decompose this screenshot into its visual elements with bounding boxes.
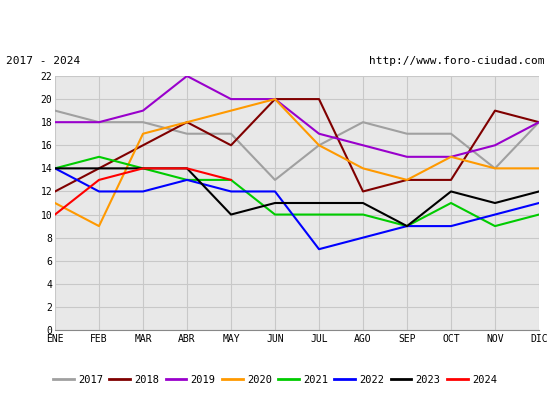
Text: 2017 - 2024: 2017 - 2024	[6, 56, 80, 66]
Text: FEB: FEB	[90, 334, 108, 344]
Text: AGO: AGO	[354, 334, 372, 344]
Text: MAY: MAY	[222, 334, 240, 344]
Text: NOV: NOV	[486, 334, 504, 344]
Text: SEP: SEP	[398, 334, 416, 344]
Text: ENE: ENE	[46, 334, 64, 344]
Text: http://www.foro-ciudad.com: http://www.foro-ciudad.com	[369, 56, 544, 66]
Text: ABR: ABR	[178, 334, 196, 344]
Text: Evolucion del paro registrado en Pozoantiguo: Evolucion del paro registrado en Pozoant…	[82, 16, 468, 30]
Legend: 2017, 2018, 2019, 2020, 2021, 2022, 2023, 2024: 2017, 2018, 2019, 2020, 2021, 2022, 2023…	[49, 371, 501, 389]
Text: DIC: DIC	[530, 334, 548, 344]
Text: JUN: JUN	[266, 334, 284, 344]
Text: OCT: OCT	[442, 334, 460, 344]
Text: JUL: JUL	[310, 334, 328, 344]
Text: MAR: MAR	[134, 334, 152, 344]
